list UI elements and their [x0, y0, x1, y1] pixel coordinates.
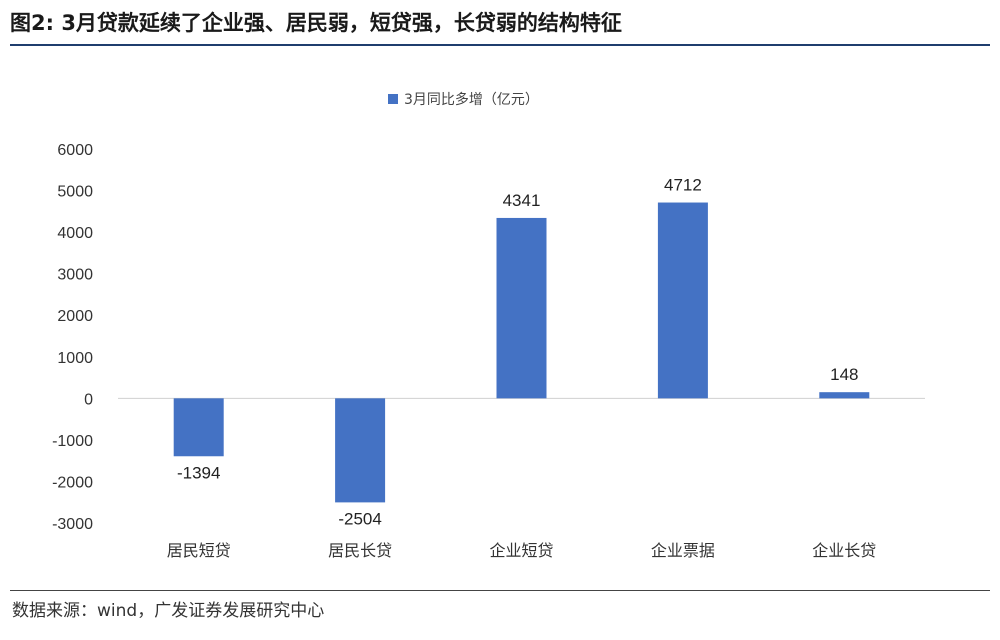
x-axis-categories: 居民短贷 居民长贷 企业短贷 企业票据 企业长贷 [167, 541, 877, 560]
data-label: 4712 [664, 176, 702, 195]
bar [335, 398, 386, 503]
category-label: 企业短贷 [489, 541, 553, 560]
bar [819, 392, 870, 399]
y-tick-label: 6000 [57, 142, 93, 159]
data-label: -2504 [338, 509, 381, 528]
data-label: 148 [830, 365, 858, 384]
y-tick-label: -3000 [52, 516, 93, 533]
y-tick-label: 1000 [57, 350, 93, 367]
category-label: 企业票据 [651, 541, 715, 560]
category-label: 居民短贷 [167, 541, 231, 560]
y-tick-label: -2000 [52, 474, 93, 491]
bar [657, 202, 708, 399]
category-label: 企业长贷 [812, 541, 876, 560]
y-tick-label: 3000 [57, 267, 93, 284]
y-tick-label: 5000 [57, 184, 93, 201]
legend-label: 3月同比多增（亿元） [404, 91, 539, 108]
figure-title: 图2: 3月贷款延续了企业强、居民弱，短贷强，长贷弱的结构特征 [10, 11, 622, 35]
y-tick-label: 2000 [57, 308, 93, 325]
bar [173, 398, 224, 457]
bar-chart: 3月同比多增（亿元） 6000 5000 4000 3000 2000 1000 0 -100… [52, 91, 925, 560]
data-labels: -1394 -2504 4341 4712 148 [177, 176, 859, 529]
footer-divider [10, 590, 990, 591]
y-tick-label: 0 [84, 391, 93, 408]
category-label: 居民长贷 [328, 541, 392, 560]
data-label: 4341 [503, 191, 541, 210]
bar [496, 217, 547, 399]
data-label: -1394 [177, 463, 220, 482]
title-divider [10, 44, 990, 46]
y-axis: 6000 5000 4000 3000 2000 1000 0 -1000 -2000 -3000 [52, 142, 93, 533]
y-tick-label: 4000 [57, 225, 93, 242]
legend-swatch [388, 94, 398, 104]
source-note: 数据来源：wind，广发证券发展研究中心 [12, 601, 325, 621]
bar-series [173, 202, 870, 503]
chart-legend: 3月同比多增（亿元） [388, 91, 539, 108]
y-tick-label: -1000 [52, 433, 93, 450]
